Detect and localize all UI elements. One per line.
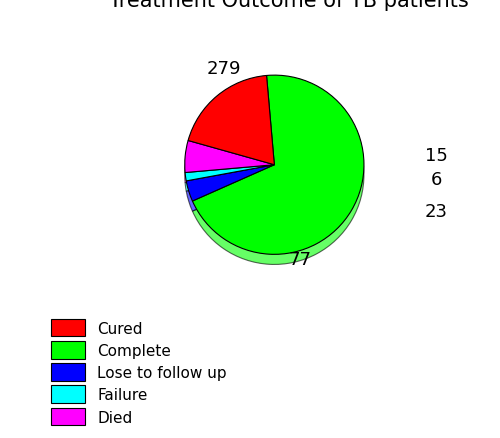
Wedge shape [188, 86, 274, 176]
Text: 23: 23 [424, 202, 448, 220]
Wedge shape [192, 86, 364, 265]
Text: 6: 6 [430, 171, 442, 189]
Wedge shape [192, 76, 364, 255]
Legend: Cured, Complete, Lose to follow up, Failure, Died: Cured, Complete, Lose to follow up, Fail… [46, 314, 232, 430]
Text: 15: 15 [425, 146, 448, 164]
Wedge shape [186, 176, 274, 212]
Wedge shape [186, 166, 274, 201]
Wedge shape [185, 176, 274, 191]
Text: 77: 77 [289, 250, 312, 268]
Wedge shape [188, 76, 274, 166]
Title: Treatment Outcome of TB patients: Treatment Outcome of TB patients [109, 0, 469, 11]
Wedge shape [185, 166, 274, 181]
Text: 279: 279 [206, 60, 241, 78]
Wedge shape [184, 141, 274, 173]
Wedge shape [184, 151, 274, 183]
